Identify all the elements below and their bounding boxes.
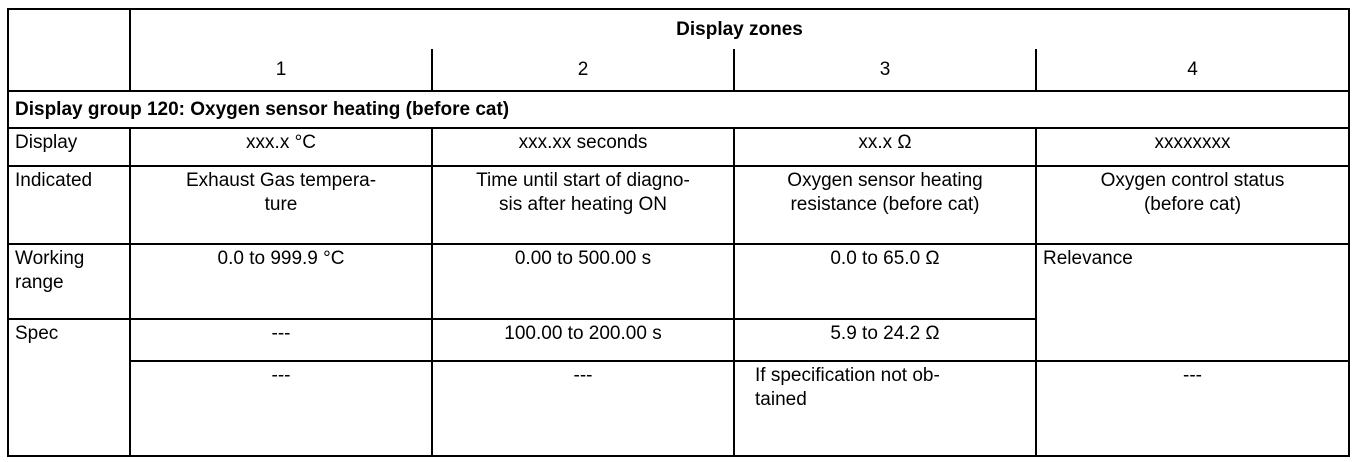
table-row-display: Display xxx.x °C xxx.xx seconds xx.x Ω x…: [7, 127, 1351, 167]
cell: 0.0 to 999.9 °C: [129, 243, 433, 320]
cell: xxx.xx seconds: [431, 127, 735, 167]
corner-cell: [7, 8, 131, 92]
row-label: Spec: [7, 318, 131, 457]
cell: ---: [129, 318, 433, 362]
display-group-table: Display zones 1 2 3 4 Display group 120:…: [6, 8, 1351, 457]
row-label: Working range: [7, 243, 131, 320]
cell: Exhaust Gas tempera- ture: [129, 165, 433, 245]
row-label: Display: [7, 127, 131, 167]
table-row-spec: Spec --- 100.00 to 200.00 s 5.9 to 24.2 …: [7, 318, 1349, 457]
zone-1-header: 1: [129, 49, 433, 92]
table-row-extra: --- --- If specification not ob- tained …: [8, 360, 1351, 457]
table-row-working-range: Working range 0.0 to 999.9 °C 0.00 to 50…: [7, 243, 1351, 362]
zone-4-header: 4: [1035, 49, 1351, 92]
cell: Time until start of diagno- sis after he…: [431, 165, 735, 245]
cell: xxxxxxxx: [1034, 127, 1351, 167]
cell: Oxygen sensor heating resistance (before…: [733, 165, 1037, 245]
cell: 0.0 to 65.0 Ω: [733, 243, 1037, 320]
table-row-indicated: Indicated Exhaust Gas tempera- ture Time…: [7, 165, 1351, 245]
cell: 5.9 to 24.2 Ω: [733, 318, 1037, 362]
group-title: Display group 120: Oxygen sensor heating…: [6, 90, 1351, 129]
cell: xxx.x °C: [129, 127, 433, 167]
cell: xx.x Ω: [733, 127, 1037, 167]
zone-3-header: 3: [733, 49, 1037, 92]
cell: ---: [431, 360, 735, 457]
display-zones-title: Display zones: [128, 8, 1351, 49]
cell: 0.00 to 500.00 s: [431, 243, 735, 320]
cell: 100.00 to 200.00 s: [431, 318, 735, 362]
cell: ---: [1034, 360, 1351, 457]
cell-relevance: Relevance: [1034, 243, 1351, 362]
cell: Oxygen control status (before cat): [1034, 165, 1351, 245]
cell: If specification not ob- tained: [733, 360, 1037, 457]
row-label: Indicated: [7, 165, 131, 245]
zone-2-header: 2: [431, 49, 735, 92]
cell: ---: [129, 360, 433, 457]
